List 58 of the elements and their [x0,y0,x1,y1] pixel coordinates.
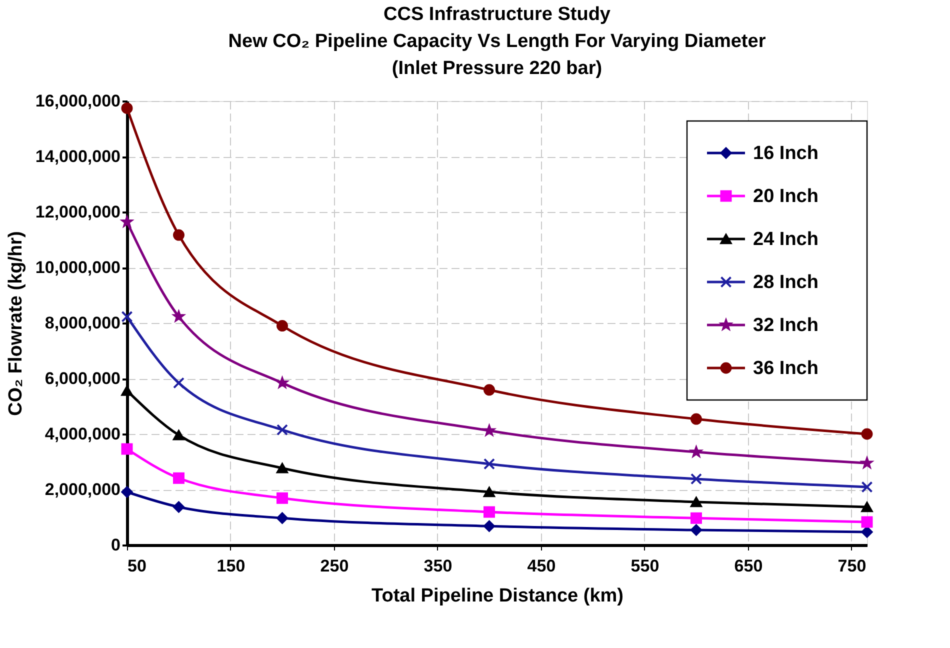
x-tick-label: 250 [320,556,349,576]
x-tick-label: 50 [128,556,146,576]
y-tick-label: 10,000,000 [35,258,120,277]
y-axis-title: CO₂ Flowrate (kg/hr) [5,231,26,416]
point [173,377,184,389]
y-tick-label: 12,000,000 [35,202,120,222]
point [276,320,288,332]
y-tick-label: 8,000,000 [44,314,120,332]
point [121,386,133,396]
legend-label: 32 Inch [753,315,818,336]
point [121,310,133,322]
point [173,229,184,241]
x-tick-label: 750 [838,556,866,576]
x-tick-label: 350 [424,556,452,576]
y-tick-label: 2,000,000 [44,480,120,499]
chart-title: CCS Infrastructure Study New CO₂ Pipeline Capacity Vs Length For Varying Diameter (Inlet Pressure 220 bar) [228,4,766,79]
point [276,492,288,504]
point [173,501,184,513]
point [173,430,184,440]
point [483,486,495,498]
point [484,424,495,436]
point [690,512,702,524]
point [861,516,873,528]
legend-label: 16 Inch [753,143,818,164]
point [861,457,873,468]
y-tick-label: 0 [111,536,120,554]
y-tick-label: 16,000,000 [35,92,120,110]
point [483,506,495,518]
x-tick-label: 150 [216,556,246,576]
point [483,458,495,470]
legend-label: 28 Inch [753,272,818,293]
point [483,384,495,396]
point [483,520,495,532]
x-tick-label: 650 [734,556,763,576]
x-tick-label: 550 [630,556,660,576]
point [690,524,702,536]
point [690,496,702,508]
point [276,424,288,436]
point [276,463,288,474]
legend-label: 36 Inch [753,358,818,379]
point [121,102,133,114]
y-tick-label: 4,000,000 [44,424,120,444]
point [861,502,873,512]
y-tick-label: 14,000,000 [35,147,120,166]
point [861,428,873,440]
y-tick-label: 6,000,000 [44,369,120,388]
point [173,472,184,484]
legend-label: 20 Inch [753,186,818,207]
x-tick-label: 450 [527,556,556,576]
x-axis-title: Total Pipeline Distance (km) [372,586,624,606]
point [121,443,133,455]
point [276,512,288,524]
legend-label: 24 Inch [753,229,818,250]
point [861,481,873,493]
point [861,526,873,538]
point [690,413,702,425]
point [690,473,702,485]
point [121,486,133,498]
